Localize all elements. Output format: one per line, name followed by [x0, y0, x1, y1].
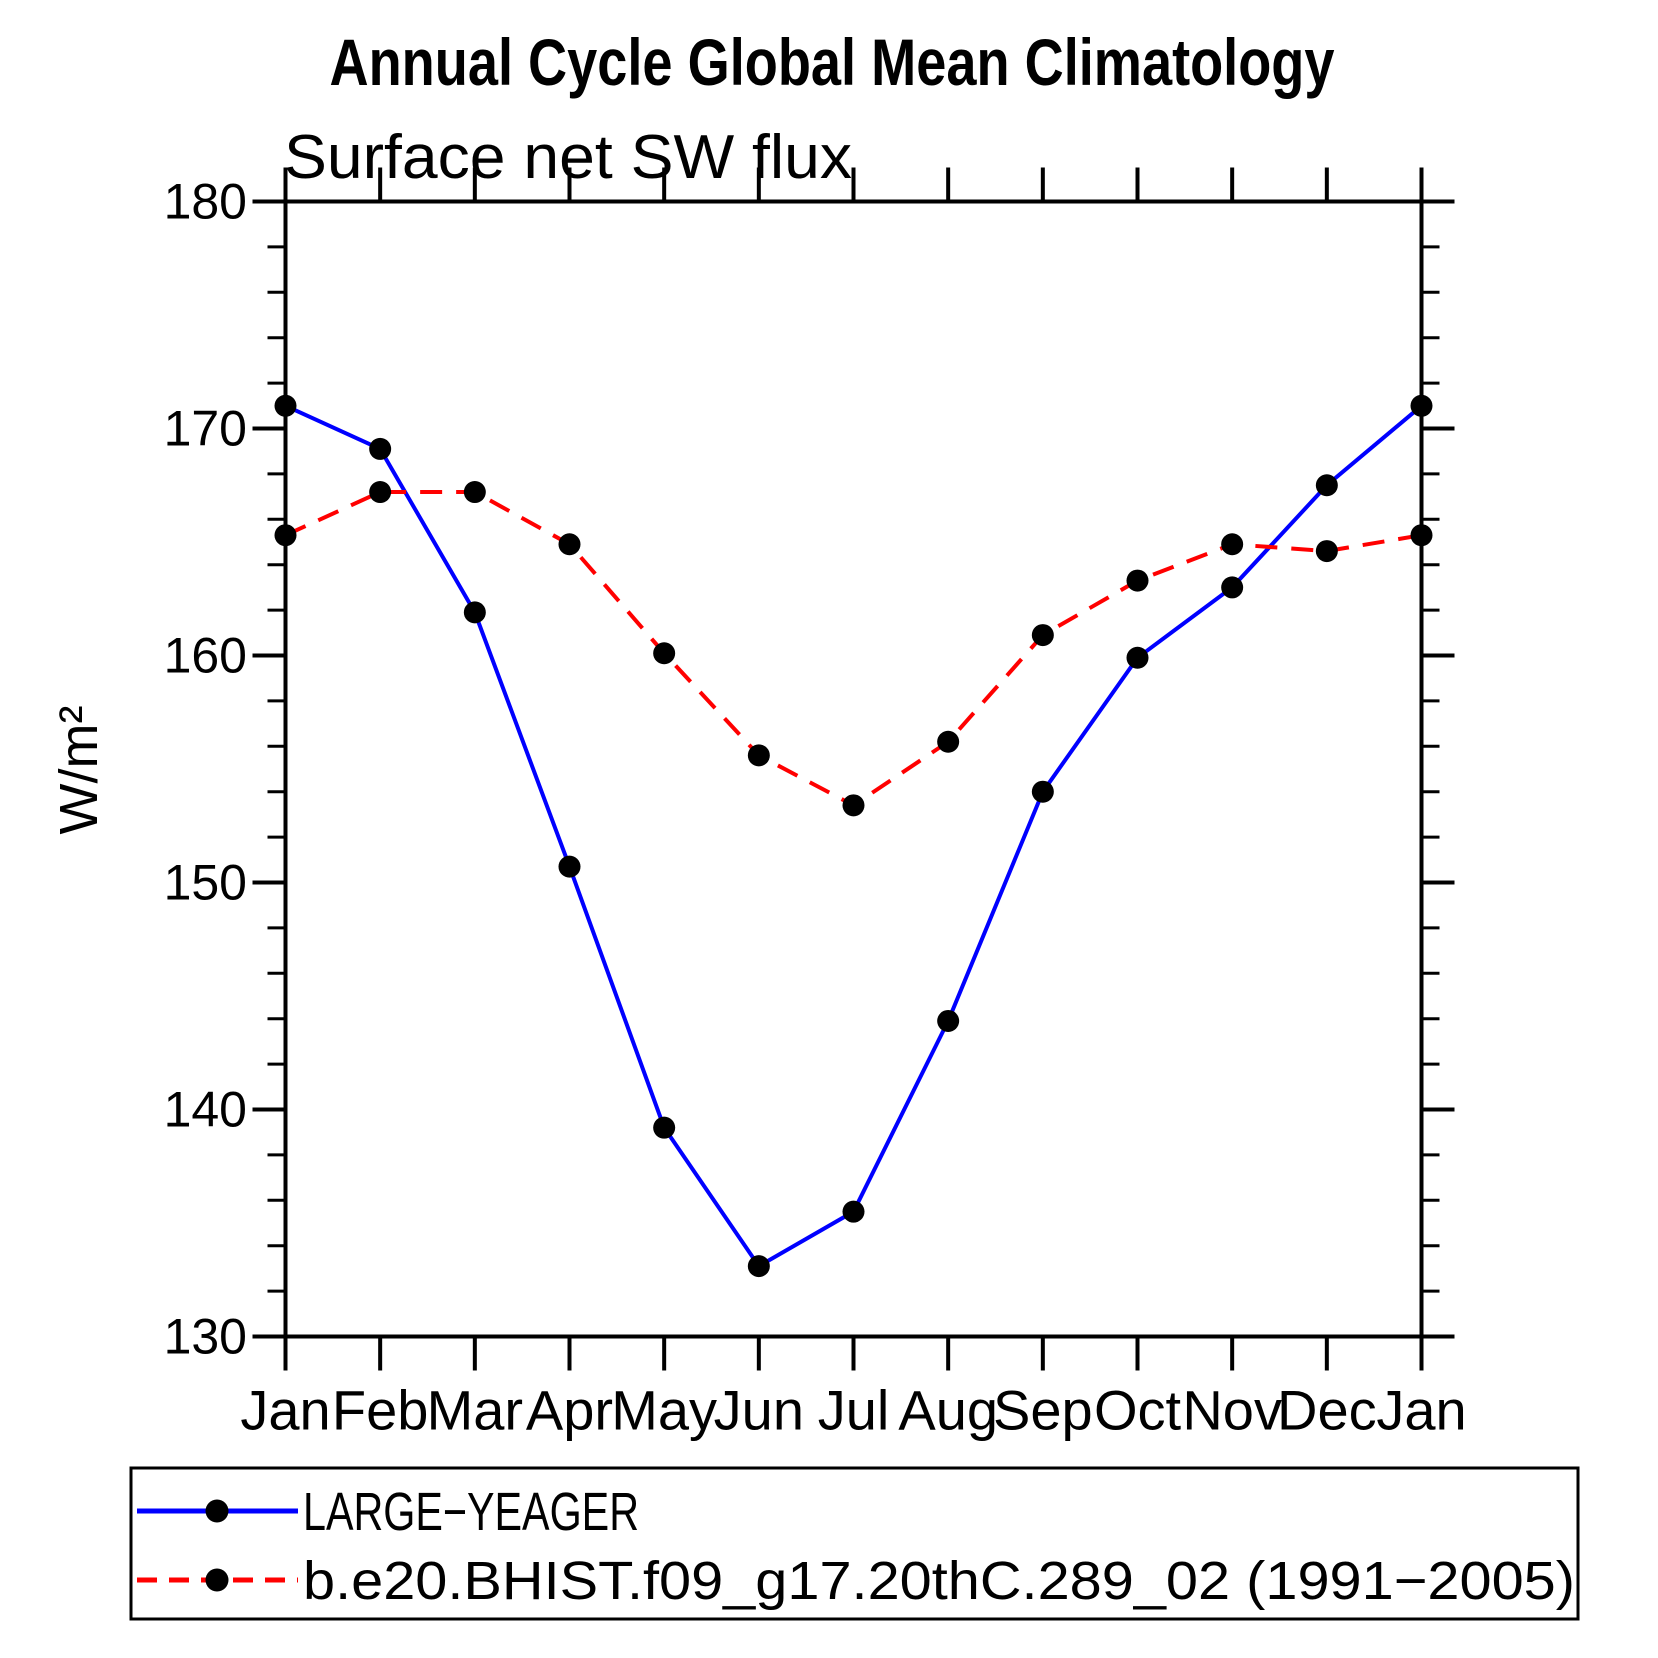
x-tick-label: Jul: [818, 1379, 890, 1442]
data-point-marker: [463, 601, 486, 624]
data-point-marker: [1410, 394, 1433, 417]
x-tick-label: Mar: [427, 1379, 523, 1442]
y-tick-label: 180: [164, 174, 247, 230]
x-tick-label: Jan: [1376, 1379, 1466, 1442]
x-tick-label: Apr: [526, 1379, 613, 1442]
data-point-marker: [1410, 524, 1433, 547]
y-tick-label: 170: [164, 401, 247, 457]
series-line-1: [284, 490, 1422, 808]
legend: LARGE−YEAGER b.e20.BHIST.f09_g17.20thC.2…: [129, 1466, 1580, 1621]
data-point-marker: [842, 794, 865, 817]
x-tick-label: Jan: [240, 1379, 330, 1442]
x-tick-label: Dec: [1277, 1379, 1377, 1442]
data-point-marker: [1315, 540, 1338, 563]
x-tick-label: Nov: [1182, 1379, 1282, 1442]
data-point-marker: [653, 642, 676, 665]
x-tick-label: Feb: [332, 1379, 429, 1442]
data-point-marker: [274, 394, 297, 417]
legend-label-model-run: b.e20.BHIST.f09_g17.20thC.289_02 (1991−2…: [303, 1551, 1575, 1611]
legend-marker-icon: [205, 1568, 229, 1592]
y-axis-title: W/m²: [49, 706, 109, 835]
y-tick-label: 140: [164, 1082, 247, 1138]
data-point-marker: [747, 1255, 770, 1278]
data-point-marker: [1221, 533, 1244, 556]
data-point-marker: [747, 744, 770, 767]
x-tick-label: Jun: [714, 1379, 804, 1442]
data-point-marker: [463, 481, 486, 504]
data-point-marker: [842, 1200, 865, 1223]
data-point-marker: [1031, 624, 1054, 647]
y-tick-label: 130: [164, 1309, 247, 1365]
data-point-marker: [1126, 646, 1149, 669]
x-tick-label: Sep: [993, 1379, 1093, 1442]
data-point-marker: [558, 533, 581, 556]
legend-label-large-yeager: LARGE−YEAGER: [303, 1482, 639, 1542]
data-point-marker: [369, 481, 392, 504]
data-point-marker: [1031, 780, 1054, 803]
y-tick-label: 150: [164, 855, 247, 911]
data-point-marker: [1126, 569, 1149, 592]
data-point-marker: [274, 524, 297, 547]
legend-box: [129, 1466, 1580, 1621]
data-point-marker: [1221, 576, 1244, 599]
series-layer: [274, 394, 1433, 1278]
y-tick-label: 160: [164, 628, 247, 684]
x-tick-label: May: [611, 1379, 717, 1442]
data-point-marker: [937, 730, 960, 753]
data-point-marker: [653, 1116, 676, 1139]
x-tick-label: Aug: [898, 1379, 998, 1442]
chart-title: Annual Cycle Global Mean Climatology: [330, 25, 1335, 99]
legend-marker-icon: [205, 1499, 229, 1523]
data-point-marker: [369, 437, 392, 460]
series-line-0: [284, 403, 1423, 1269]
x-tick-label: Oct: [1094, 1379, 1182, 1442]
plot-border: [283, 199, 1424, 1339]
data-point-marker: [558, 855, 581, 878]
data-point-marker: [937, 1009, 960, 1032]
data-point-marker: [1315, 474, 1338, 497]
